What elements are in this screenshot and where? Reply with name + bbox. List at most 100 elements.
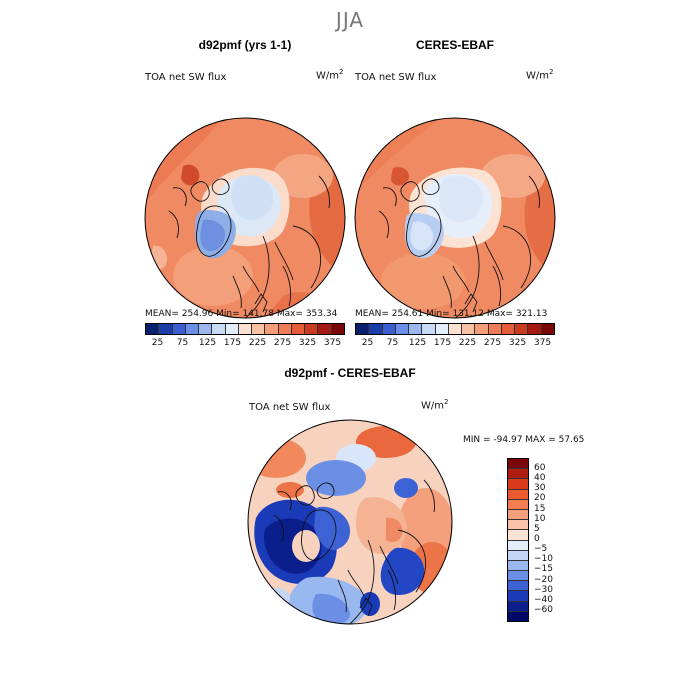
panel-2-colorbar: 25 75 125 175 225 275 325 375 xyxy=(355,323,555,348)
swatch xyxy=(508,499,528,510)
panel-1-colorbar: 25 75 125 175 225 275 325 375 xyxy=(145,323,345,348)
swatch xyxy=(501,324,516,334)
swatch xyxy=(278,324,292,334)
swatch xyxy=(356,324,370,334)
panel-1-title: d92pmf (yrs 1-1) xyxy=(198,38,292,52)
swatch xyxy=(508,530,528,541)
swatch xyxy=(488,324,502,334)
swatch xyxy=(508,459,528,470)
swatch xyxy=(508,509,528,521)
swatch xyxy=(508,489,528,500)
swatch xyxy=(369,324,383,334)
panel-2-polar-map xyxy=(354,117,556,319)
diff-colorbar-ticks: 60 40 30 20 15 10 5 0 −5 −10 −15 −20 −30… xyxy=(534,463,553,615)
panel-2-units: W/m2 xyxy=(526,68,554,82)
tick-label: 75 xyxy=(176,338,189,348)
tick-label: 375 xyxy=(533,338,552,348)
swatch xyxy=(515,324,529,334)
panel-1-colorbar-ticks: 25 75 125 175 225 275 325 375 xyxy=(145,338,345,348)
tick-label: 275 xyxy=(483,338,502,348)
tick-label: 225 xyxy=(458,338,477,348)
swatch xyxy=(305,324,319,334)
swatch xyxy=(508,520,528,531)
swatch xyxy=(508,611,528,621)
swatch xyxy=(199,324,213,334)
tick-label: 375 xyxy=(323,338,342,348)
swatch xyxy=(541,324,554,334)
tick-label: 5 xyxy=(534,523,540,534)
swatch xyxy=(422,324,436,334)
diff-colorbar xyxy=(507,458,529,622)
tick-label: −10 xyxy=(534,554,553,565)
tick-label: 125 xyxy=(408,338,427,348)
swatch xyxy=(508,560,528,572)
tick-label: 25 xyxy=(151,338,164,348)
panel-1-variable-label: TOA net SW flux xyxy=(145,72,227,83)
tick-label: 30 xyxy=(534,483,546,494)
swatch xyxy=(159,324,173,334)
panel-2-colorbar-swatches xyxy=(355,323,555,335)
swatch xyxy=(252,324,266,334)
panel-1-polar-map xyxy=(144,117,346,319)
swatch xyxy=(508,540,528,551)
tick-label: 20 xyxy=(534,493,546,504)
panel-2-title: CERES-EBAF xyxy=(415,38,494,52)
panel-2-stats: MEAN= 254.61 Min= 131.12 Max= 321.13 xyxy=(355,309,548,319)
swatch xyxy=(435,324,449,334)
swatch xyxy=(146,324,160,334)
swatch xyxy=(212,324,226,334)
swatch xyxy=(172,324,186,334)
tick-label: −15 xyxy=(534,564,553,575)
tick-label: 75 xyxy=(386,338,399,348)
swatch xyxy=(291,324,306,334)
swatch xyxy=(225,324,239,334)
swatch xyxy=(475,324,489,334)
swatch xyxy=(382,324,396,334)
diff-panel-variable-label: TOA net SW flux xyxy=(249,402,331,413)
swatch xyxy=(409,324,423,334)
tick-label: 0 xyxy=(534,534,540,545)
tick-label: 325 xyxy=(508,338,527,348)
swatch xyxy=(508,601,528,612)
swatch xyxy=(508,469,528,480)
tick-label: 175 xyxy=(223,338,242,348)
tick-label: 225 xyxy=(248,338,267,348)
tick-label: −30 xyxy=(534,584,553,595)
panel-2-variable-label: TOA net SW flux xyxy=(355,72,437,83)
tick-label: 40 xyxy=(534,473,546,484)
tick-label: 10 xyxy=(534,513,546,524)
tick-label: −20 xyxy=(534,574,553,585)
swatch xyxy=(508,571,528,582)
tick-label: 175 xyxy=(433,338,452,348)
tick-label: 15 xyxy=(534,503,546,514)
swatch xyxy=(238,324,253,334)
tick-label: −40 xyxy=(534,594,553,605)
swatch xyxy=(508,479,528,490)
tick-label: 25 xyxy=(361,338,374,348)
swatch xyxy=(318,324,332,334)
swatch xyxy=(331,324,344,334)
tick-label: −5 xyxy=(534,544,548,555)
swatch xyxy=(508,550,528,561)
swatch xyxy=(448,324,463,334)
diff-panel-units: W/m2 xyxy=(421,398,449,412)
diff-panel-title: d92pmf - CERES-EBAF xyxy=(284,366,416,380)
swatch xyxy=(508,581,528,592)
swatch xyxy=(185,324,200,334)
swatch xyxy=(395,324,410,334)
diff-panel-stats: MIN = -94.97 MAX = 57.65 xyxy=(463,435,585,445)
swatch xyxy=(528,324,542,334)
tick-label: −60 xyxy=(534,605,553,616)
panel-2-colorbar-ticks: 25 75 125 175 225 275 325 375 xyxy=(355,338,555,348)
swatch xyxy=(508,591,528,602)
panel-1-units: W/m2 xyxy=(316,68,344,82)
tick-label: 60 xyxy=(534,463,546,474)
season-title: JJA xyxy=(335,8,365,32)
panel-1-stats: MEAN= 254.96 Min= 141.78 Max= 353.34 xyxy=(145,309,338,319)
tick-label: 125 xyxy=(198,338,217,348)
panel-1-colorbar-swatches xyxy=(145,323,345,335)
tick-label: 325 xyxy=(298,338,317,348)
diff-polar-map xyxy=(247,419,453,625)
swatch xyxy=(462,324,476,334)
tick-label: 275 xyxy=(273,338,292,348)
